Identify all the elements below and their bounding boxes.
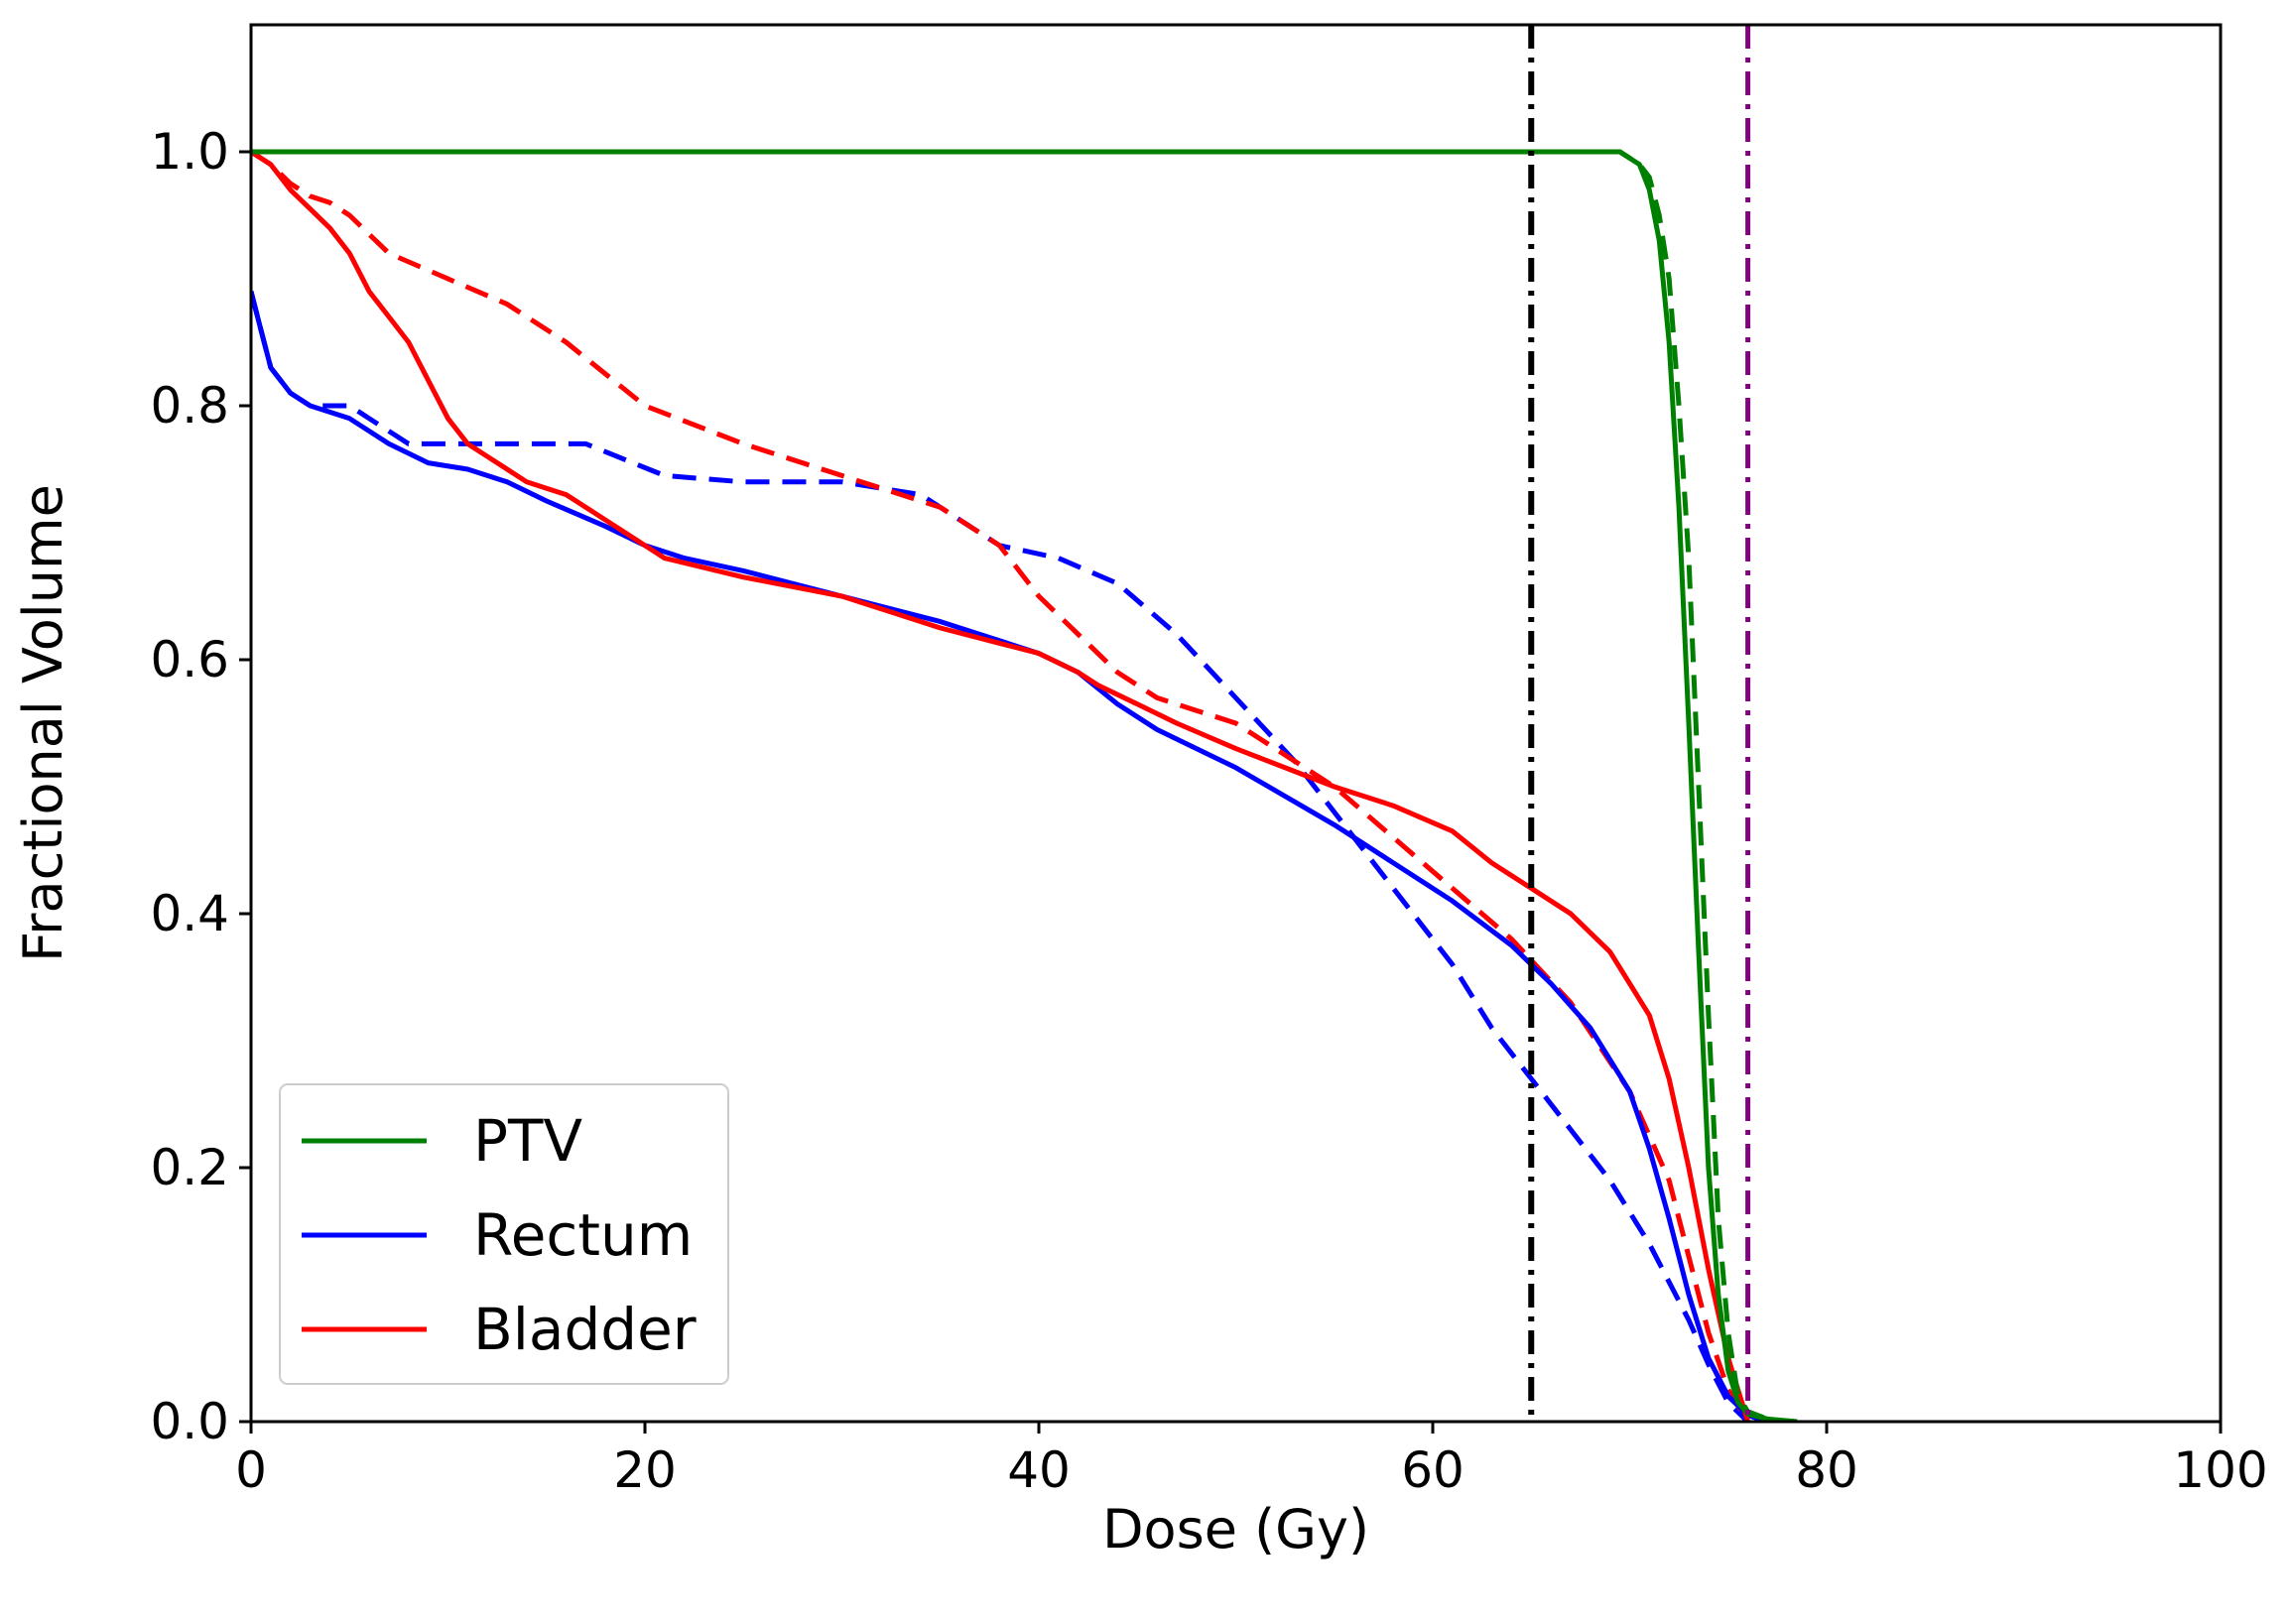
x-tick-label: 80 bbox=[1795, 1441, 1858, 1499]
legend-label-bladder: Bladder bbox=[473, 1296, 697, 1363]
y-tick-label: 1.0 bbox=[150, 123, 229, 181]
x-tick-label: 100 bbox=[2173, 1441, 2267, 1499]
series-line-rectum-dashed bbox=[251, 291, 1750, 1422]
y-tick-label: 0.8 bbox=[150, 377, 229, 435]
x-tick-label: 60 bbox=[1401, 1441, 1464, 1499]
x-tick-label: 0 bbox=[235, 1441, 267, 1499]
series-line-ptv-solid bbox=[251, 149, 1798, 1422]
y-tick-label: 0.4 bbox=[150, 885, 229, 942]
series-line-ptv-dashed bbox=[251, 149, 1788, 1422]
legend-label-rectum: Rectum bbox=[473, 1201, 693, 1269]
legend-label-ptv: PTV bbox=[473, 1107, 582, 1175]
legend-box bbox=[279, 1083, 729, 1385]
x-tick-label: 20 bbox=[613, 1441, 677, 1499]
plot-frame bbox=[249, 23, 2223, 1424]
y-tick-label: 0.2 bbox=[150, 1139, 229, 1196]
y-axis-label: Fractional Volume bbox=[12, 484, 74, 962]
x-tick-label: 40 bbox=[1007, 1441, 1071, 1499]
x-axis-label: Dose (Gy) bbox=[1102, 1498, 1369, 1561]
y-tick-label: 0.0 bbox=[150, 1393, 229, 1450]
axes: 0 20 40 60 80 100 0.0 0.2 0.4 0.6 0.8 1.0 bbox=[150, 23, 2268, 1499]
plot-area bbox=[251, 25, 1798, 1422]
legend: PTV Rectum Bladder bbox=[279, 1083, 729, 1385]
y-tick-label: 0.6 bbox=[150, 631, 229, 688]
series-line-bladder-solid bbox=[251, 149, 1750, 1422]
